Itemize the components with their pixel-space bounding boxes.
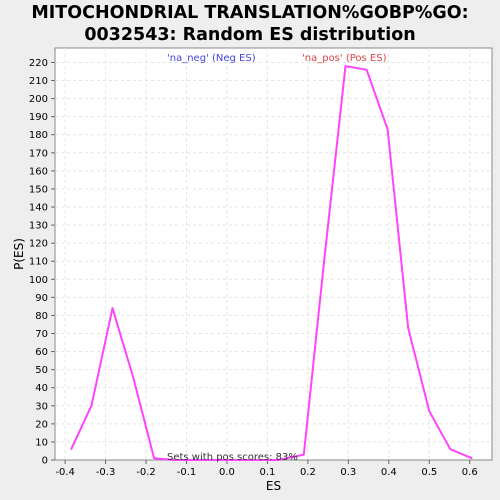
es-density-line [70, 65, 473, 461]
es-density-point [111, 307, 114, 310]
y-tick-label: 120 [29, 239, 48, 250]
y-tick-label: 210 [29, 76, 48, 87]
y-tick-label: 190 [29, 112, 48, 123]
x-tick-label: 0.1 [259, 467, 275, 478]
es-density-point [194, 459, 197, 461]
es-density-point [132, 376, 134, 378]
x-tick-label: -0.3 [96, 467, 116, 478]
y-tick-label: 20 [35, 419, 48, 430]
es-density-point [470, 457, 473, 459]
x-tick-label: -0.2 [136, 467, 156, 478]
es-density-point [428, 410, 431, 413]
x-axis-ticks: -0.4 -0.3 -0.2 -0.1 0.0 0.1 0.2 0.3 0.4 0.5 0.6 [55, 460, 478, 478]
legend-entry-pos: 'na_pos' (Pos ES) [302, 53, 387, 64]
y-axis-ticks: 0 10 20 30 40 50 60 70 80 90 100 110 120 130 140 150 160… [29, 58, 55, 467]
y-tick-label: 10 [35, 437, 48, 448]
y-tick-label: 170 [29, 148, 48, 159]
es-density-point [90, 404, 93, 407]
chart-title-line-1: MITOCHONDRIAL TRANSLATION%GOBP%GO: [31, 3, 469, 23]
y-tick-label: 50 [35, 365, 48, 376]
x-tick-label: -0.1 [177, 467, 197, 478]
es-density-point [153, 457, 155, 459]
y-tick-label: 60 [35, 347, 48, 358]
y-tick-label: 90 [35, 293, 48, 304]
es-density-point [236, 459, 238, 461]
y-tick-label: 150 [29, 184, 48, 195]
es-density-point [344, 65, 347, 67]
es-density-point [277, 459, 280, 461]
y-axis-label: P(ES) [12, 238, 26, 270]
grid [55, 48, 492, 460]
pos-scores-annotation: Sets with pos scores: 83% [167, 452, 298, 463]
es-density-point [449, 448, 452, 450]
y-tick-label: 110 [29, 257, 48, 268]
series-layer [70, 65, 473, 461]
es-density-point [173, 459, 176, 461]
y-tick-label: 140 [29, 203, 48, 214]
x-tick-label: 0.0 [219, 467, 235, 478]
x-axis-label: ES [266, 479, 281, 493]
x-tick-label: 0.5 [421, 467, 437, 478]
y-tick-label: 130 [29, 221, 48, 232]
x-tick-label: 0.4 [381, 467, 397, 478]
legend-entry-neg: 'na_neg' (Neg ES) [167, 53, 256, 64]
es-density-point [407, 327, 410, 329]
es-density-point [303, 453, 305, 456]
y-tick-label: 0 [42, 456, 48, 467]
chart-title: MITOCHONDRIAL TRANSLATION%GOBP%GO: 00325… [0, 2, 500, 46]
y-tick-label: 70 [35, 329, 48, 340]
y-tick-label: 160 [29, 166, 48, 177]
y-tick-label: 100 [29, 275, 48, 286]
x-tick-label: 0.6 [462, 467, 478, 478]
es-density-point [70, 448, 72, 450]
y-tick-label: 180 [29, 130, 48, 141]
chart-title-line-2: 0032543: Random ES distribution [84, 25, 416, 45]
x-tick-label: 0.3 [340, 467, 356, 478]
es-density-point [365, 68, 368, 71]
y-tick-label: 40 [35, 383, 48, 394]
x-tick-label: -0.4 [55, 467, 75, 478]
y-tick-label: 200 [29, 94, 48, 105]
x-tick-label: 0.2 [300, 467, 316, 478]
es-density-point [323, 260, 325, 263]
y-tick-label: 30 [35, 401, 48, 412]
es-density-point [256, 459, 259, 461]
es-density-point [215, 459, 217, 461]
y-tick-label: 80 [35, 311, 48, 322]
es-density-point [386, 128, 389, 131]
y-tick-label: 220 [29, 58, 48, 69]
